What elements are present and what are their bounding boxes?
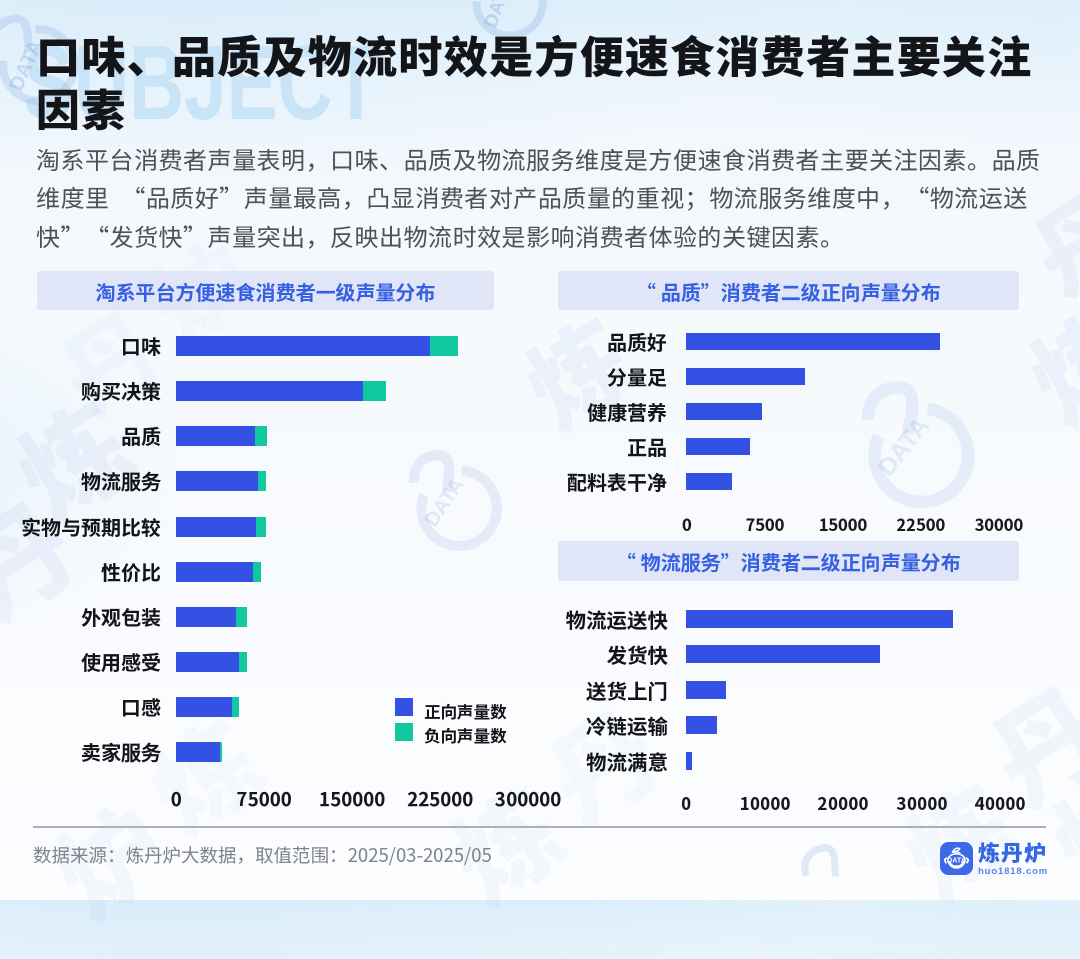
- svg-text:DATA: DATA: [947, 856, 966, 865]
- svg-text:DATA: DATA: [421, 474, 469, 531]
